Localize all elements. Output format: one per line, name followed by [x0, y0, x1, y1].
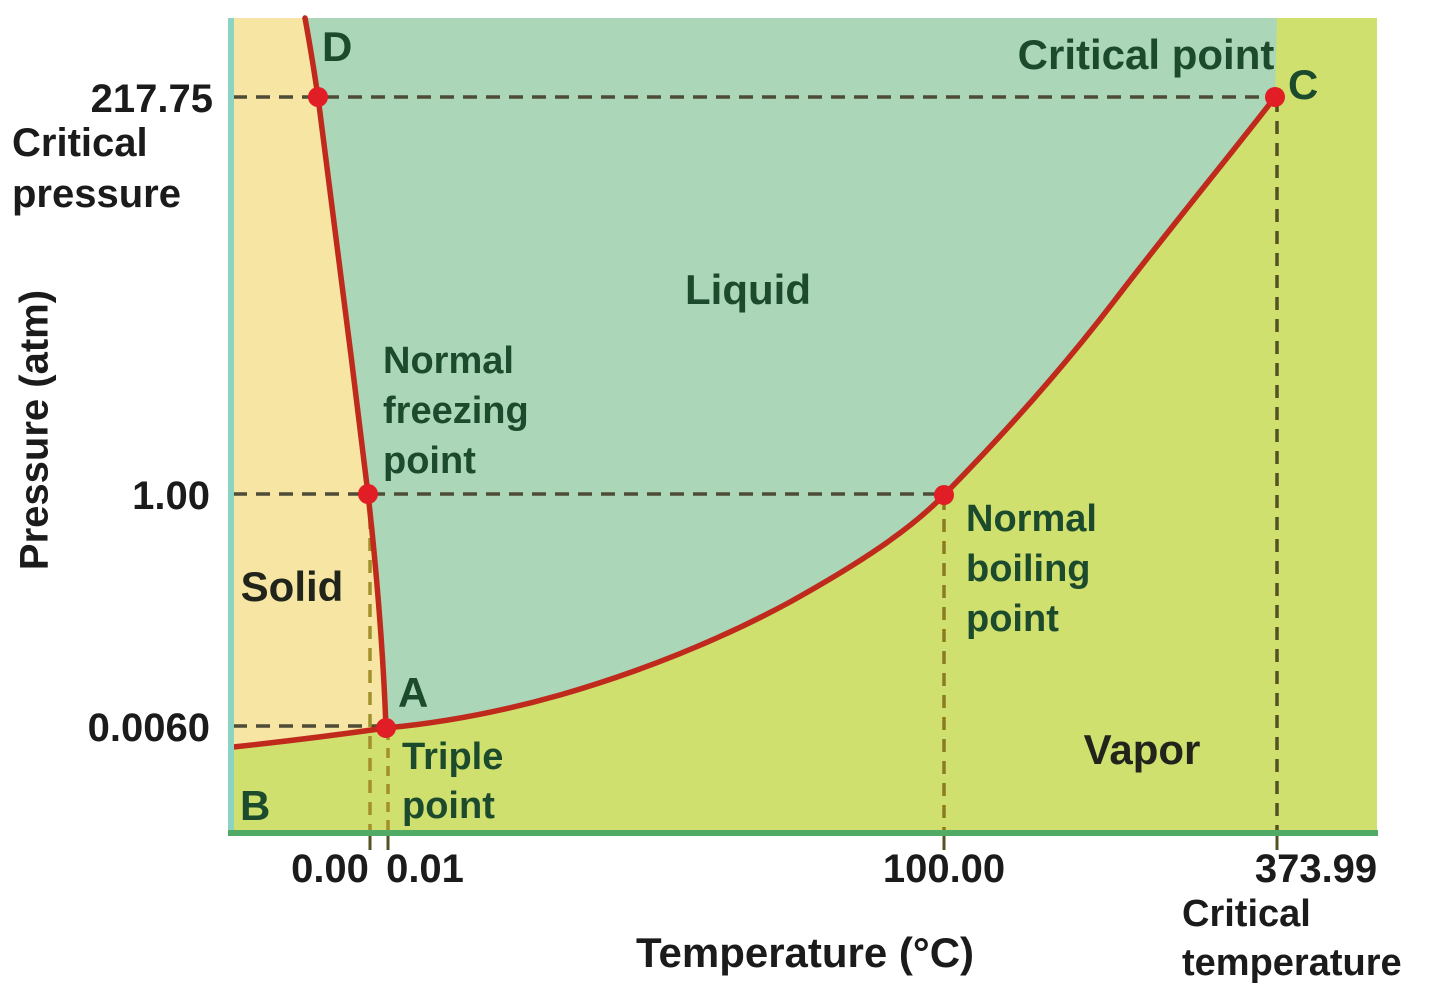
y-axis-title: Pressure (atm) [12, 289, 57, 571]
vaporization-curve [383, 94, 1278, 731]
solid-region-label: Solid [240, 563, 344, 610]
point-a-label: A [398, 669, 429, 716]
vapor-region [233, 18, 1377, 833]
point-d-dot [308, 87, 328, 107]
point-b-label: B [240, 782, 271, 829]
x-tick-0.00: 0.00 [291, 847, 369, 891]
x-tick-0.01: 0.01 [386, 847, 464, 891]
critical-point-dot [1265, 87, 1285, 107]
vapor-region-label: Vapor [1083, 726, 1201, 773]
freezing-point-dot [358, 484, 378, 504]
x-axis-line [228, 830, 1378, 836]
normal-boiling-point-label: Normal boiling point [966, 498, 1097, 641]
boiling-point-dot [934, 485, 954, 505]
critical-pressure-label: Critical pressure [12, 121, 181, 217]
fusion-curve [302, 15, 389, 731]
y-tick-217.75: 217.75 [90, 77, 213, 121]
sublimation-curve [230, 725, 389, 750]
x-tick-373.99: 373.99 [1254, 847, 1378, 891]
y-tick-1.00: 1.00 [132, 474, 210, 518]
x-tick-100.00: 100.00 [882, 847, 1006, 891]
point-c-label: C [1288, 61, 1319, 108]
triple-point-label: Triple point [402, 736, 504, 828]
solid-region [233, 18, 386, 747]
triple-point-dot [376, 718, 396, 738]
y-tick-0.0060: 0.0060 [87, 706, 210, 750]
point-d-label: D [322, 23, 353, 70]
liquid-region-label: Liquid [685, 266, 811, 313]
normal-freezing-point-label: Normal freezing point [383, 340, 529, 483]
critical-temperature-label: Critical temperature [1182, 893, 1402, 984]
y-axis-line [228, 18, 234, 836]
critical-point-label: Critical point [1017, 31, 1275, 78]
x-axis-title: Temperature (°C) [635, 929, 975, 976]
